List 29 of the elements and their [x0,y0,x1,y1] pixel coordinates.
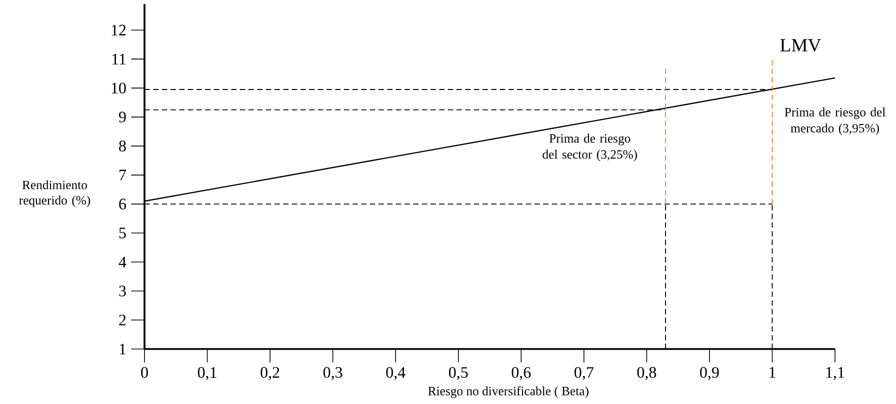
x-tick-label: 0,4 [386,367,406,380]
x-tick-label: 0,7 [574,367,594,380]
x-tick-label: 0,1 [198,367,216,380]
annotation: Prima de riesgo del sector (3,25%) [542,134,637,162]
x-axis-title: Riesgo no diversificable ( Beta) [428,386,588,398]
y-axis-title: Rendimiento requerido (%) [19,180,90,208]
x-tick-label: 0,3 [323,367,342,380]
y-tick-label: 7 [120,170,126,180]
y-tick-label: 2 [119,314,126,326]
x-tick-label: 0,2 [260,367,280,380]
x-tick-label: 1,1 [826,367,844,380]
y-tick-label: 8 [119,140,126,152]
x-tick-label: 1 [770,367,776,378]
annotation: LMV [780,39,822,52]
x-tick-label: 0,9 [700,367,719,380]
annotation: Prima de riesgo del mercado (3,95%) [784,108,886,136]
x-tick-label: 0,5 [448,367,468,380]
y-tick-label: 3 [119,286,126,296]
y-tick-label: 11 [112,54,126,64]
x-tick-label: 0,6 [512,367,531,380]
x-tick-label: 0,8 [637,367,656,380]
y-tick-label: 5 [119,228,126,238]
y-tick-label: 10 [112,82,126,94]
y-tick-label: 12 [112,24,126,36]
y-tick-label: 4 [118,256,126,268]
y-tick-label: 9 [118,112,126,122]
x-tick-label: 0 [141,367,148,378]
y-tick-label: 6 [119,198,126,210]
y-tick-label: 1 [120,344,126,354]
